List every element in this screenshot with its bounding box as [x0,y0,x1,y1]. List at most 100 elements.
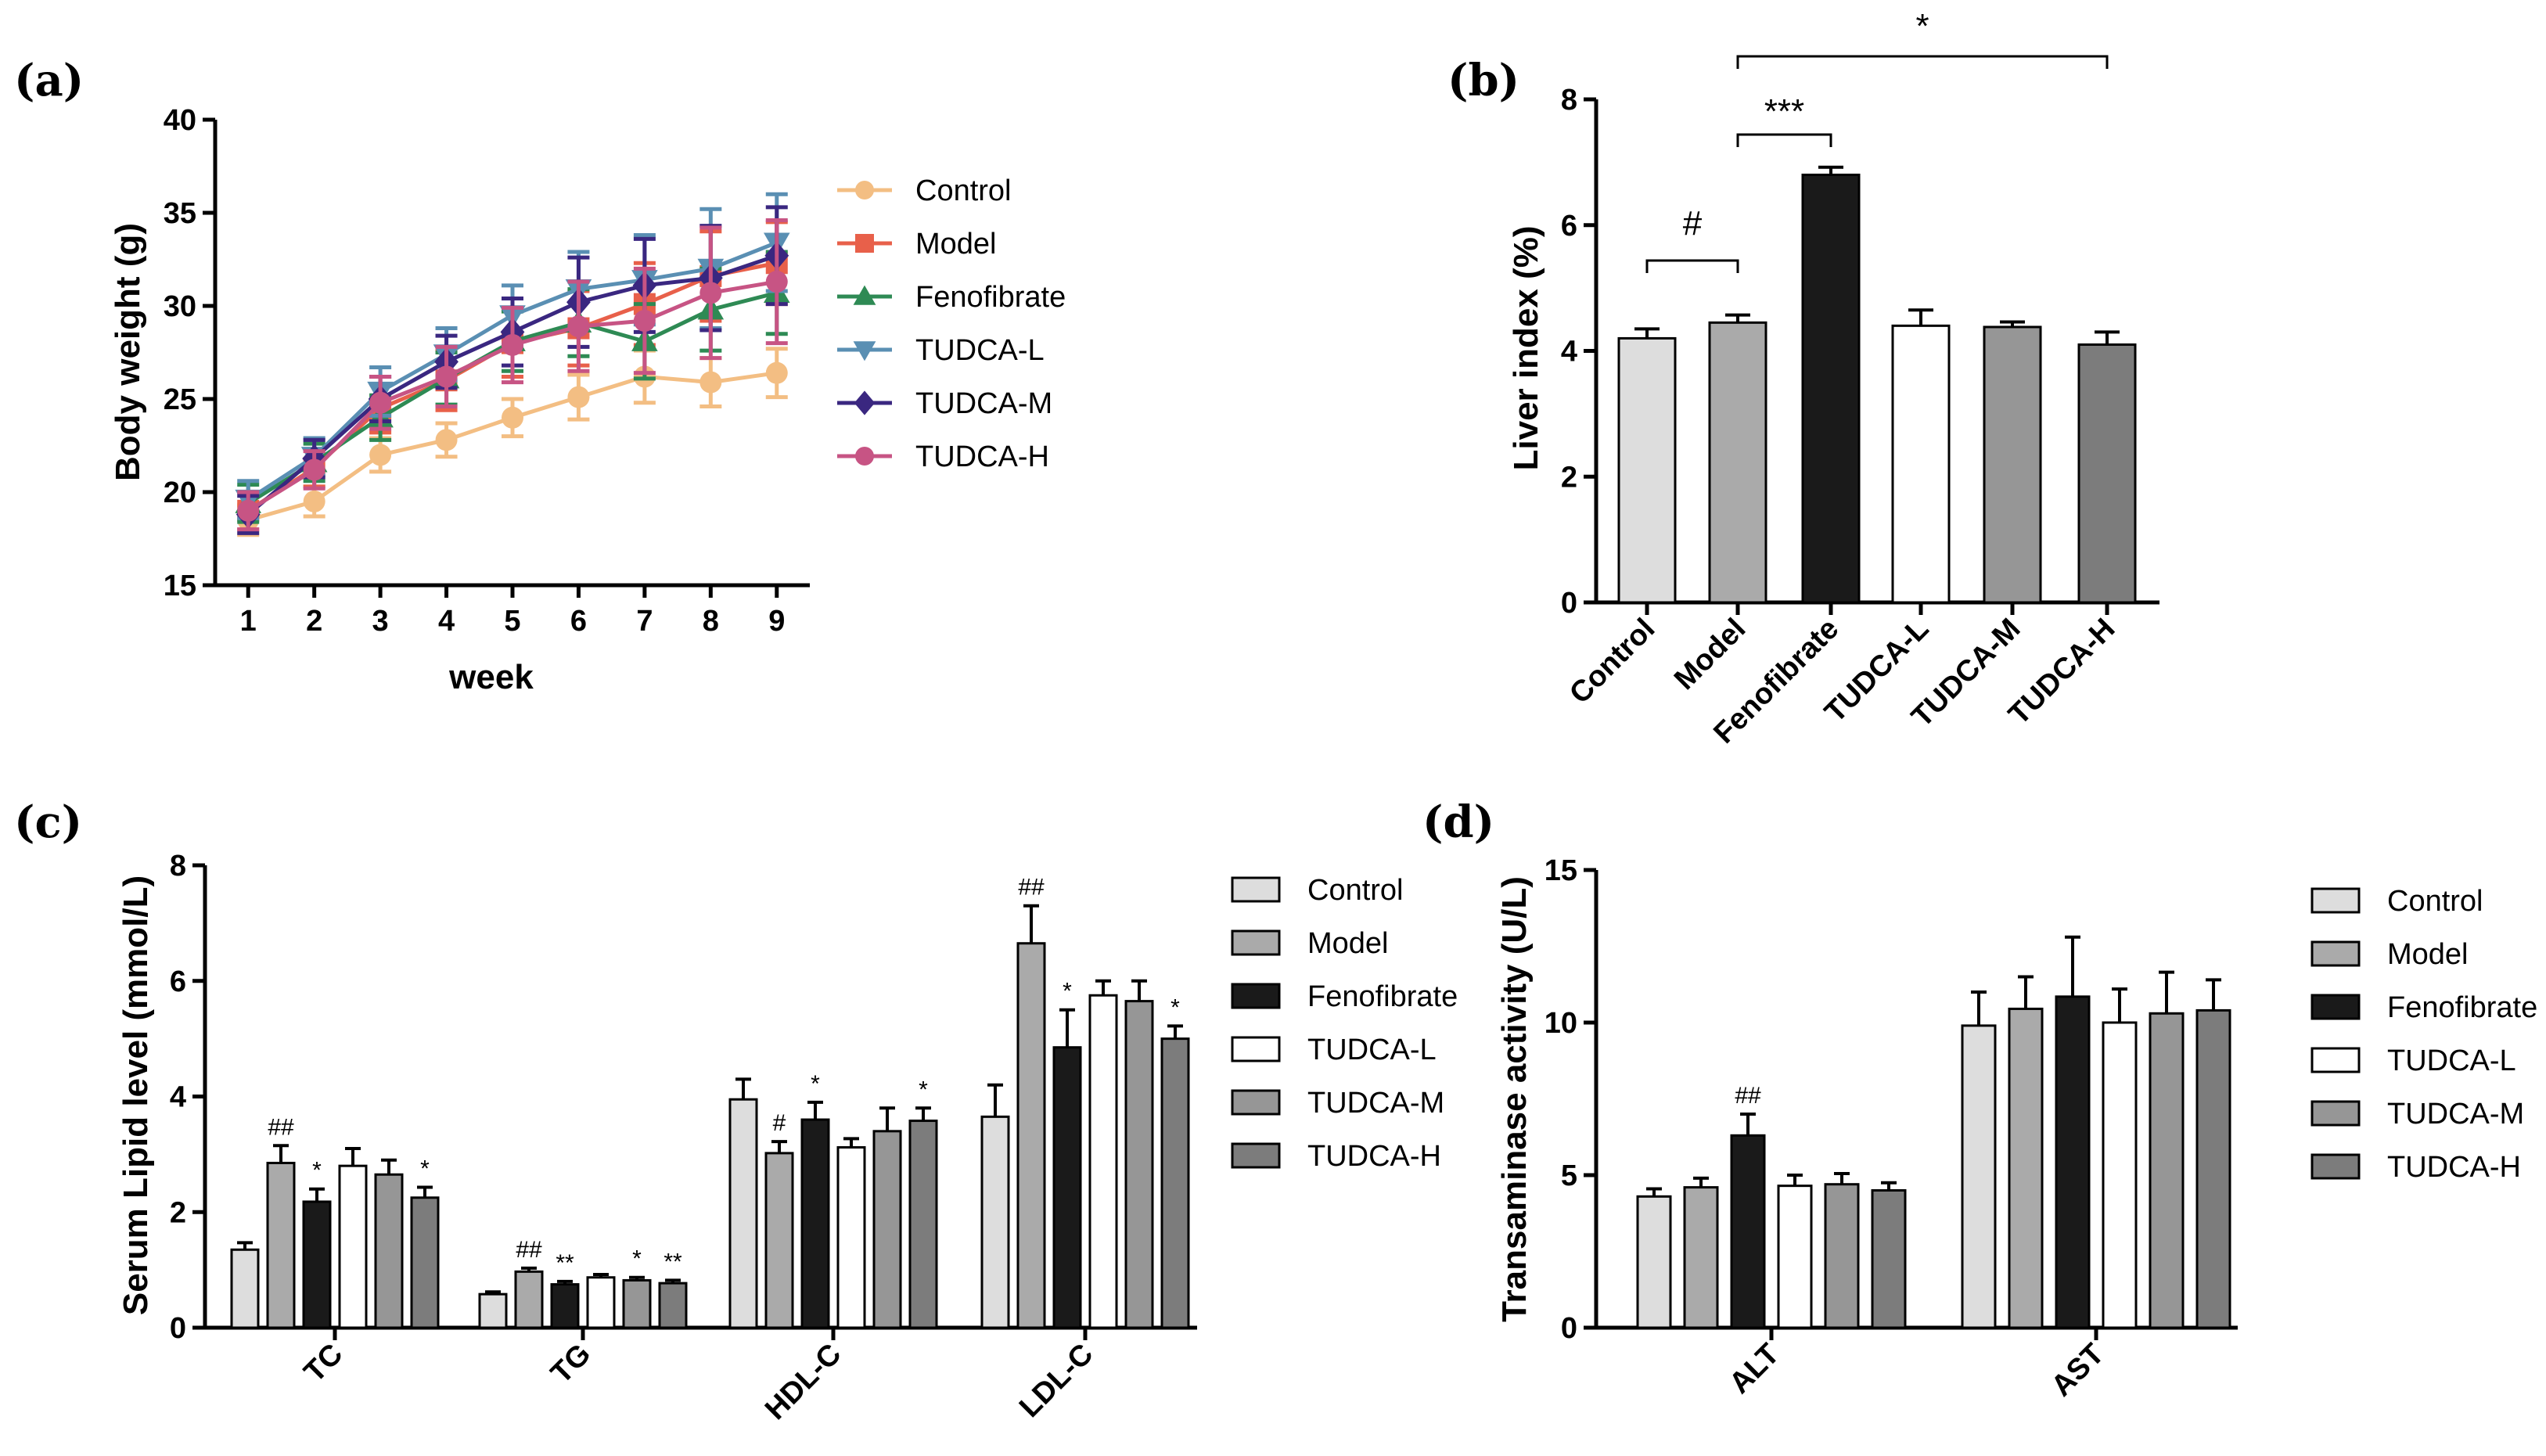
c-y-tick-label: 6 [170,965,186,998]
c-legend-label: Model [1307,927,1389,960]
c-legend-swatch [1231,876,1281,903]
c-legend-swatch [1231,1142,1281,1169]
a-y-tick-label: 15 [164,570,196,602]
a-y-tick-label: 25 [164,383,196,416]
c-bar-TG-Control [478,1292,508,1329]
a-x-tick-label: 7 [636,605,653,638]
c-bar-HDL-C-Model [764,1152,794,1329]
a-series-TUDCA-H [237,218,788,532]
c-x-tick-label: TC [298,1338,350,1389]
c-bar-LDL-C-TUDCA-H [1160,1037,1190,1329]
d-y-axis-title: Transaminase activity (U/L) [1495,876,1534,1322]
a-x-tick-label: 6 [570,605,587,638]
c-significance-mark: * [919,1077,928,1102]
c-bar-TC-TUDCA-M [374,1173,404,1329]
a-data-point [699,282,722,304]
b-y-tick-label: 2 [1561,461,1577,494]
c-bar-TC-Control [230,1248,260,1329]
d-significance-mark: ## [1735,1083,1761,1109]
d-bar-AST-TUDCA-M [2149,1012,2185,1329]
a-legend-marker [853,341,876,361]
a-data-point [303,490,325,512]
d-y-tick-label: 0 [1561,1312,1577,1345]
c-legend-label: Control [1307,874,1404,907]
c-y-tick-label: 4 [170,1081,186,1114]
c-significance-mark: * [1171,994,1180,1020]
c-bar-HDL-C-Control [728,1098,758,1329]
a-legend-marker [855,234,874,253]
c-bar-TG-TUDCA-L [586,1276,616,1329]
a-legend-marker [853,285,876,305]
d-legend-swatch [2310,1047,2361,1073]
b-y-tick-label: 8 [1561,84,1577,117]
c-legend-label: TUDCA-H [1307,1140,1441,1173]
c-bar-LDL-C-TUDCA-M [1124,1000,1154,1329]
d-bar-ALT-Fenofibrate [1730,1134,1766,1329]
b-bar-TUDCA-H [2077,343,2137,604]
c-legend-label: TUDCA-M [1307,1087,1444,1120]
b-significance-label: * [1915,7,1929,45]
a-data-point [502,333,523,356]
c-legend-swatch [1231,1036,1281,1062]
d-bar-ALT-Model [1683,1186,1719,1329]
d-x-tick-label: AST [2045,1338,2110,1403]
panel-a-body-weight: (a) 15 20 25 30 35 40 1 2 3 4 5 6 7 8 9 week Body weight … [14,55,1066,696]
c-significance-mark: * [811,1071,820,1097]
a-data-point [567,386,590,408]
c-bar-LDL-C-Model [1016,942,1046,1329]
d-bar-ALT-Control [1636,1195,1672,1329]
c-bar-TC-TUDCA-H [410,1196,440,1329]
d-legend-label: Fenofibrate [2387,991,2537,1024]
c-x-tick-label: LDL-C [1013,1338,1099,1424]
c-significance-mark: ** [556,1250,574,1276]
a-data-point [699,371,722,394]
c-bar-LDL-C-TUDCA-L [1088,994,1118,1329]
a-x-tick-label: 4 [438,605,455,638]
b-x-tick-label: Control [1563,613,1661,710]
c-significance-mark: ** [663,1249,682,1274]
c-x-tick-label: TG [545,1338,597,1390]
d-x-tick-label: ALT [1723,1338,1785,1400]
c-significance-mark: ## [268,1114,294,1140]
panel-label-b: (b) [1447,55,1519,106]
c-x-tick-label: HDL-C [759,1338,847,1426]
a-data-point [303,458,325,481]
c-legend-swatch [1231,1089,1281,1116]
b-bar-TUDCA-M [1983,325,2042,604]
d-legend-label: TUDCA-L [2387,1044,2516,1077]
c-legend-label: TUDCA-L [1307,1034,1437,1066]
a-x-tick-label: 5 [504,605,520,638]
d-legend-swatch [2310,1153,2361,1180]
d-legend-label: Model [2387,938,2469,971]
c-legend-swatch [1231,983,1281,1009]
a-data-point [567,315,590,338]
d-legend-label: Control [2387,885,2483,918]
d-bar-AST-TUDCA-H [2195,1008,2231,1329]
a-y-tick-label: 20 [164,476,196,509]
a-legend-marker [855,447,874,466]
a-y-tick-label: 35 [164,197,196,230]
a-data-point [435,365,458,388]
d-bar-AST-Control [1961,1024,1997,1329]
panel-label-c: (c) [14,796,82,848]
a-legend-label: Model [915,228,997,261]
d-bar-ALT-TUDCA-M [1824,1183,1860,1329]
d-legend-label: TUDCA-M [2387,1098,2524,1131]
a-legend-marker [855,181,874,200]
c-bar-TG-Model [514,1270,544,1329]
d-legend-swatch [2310,887,2361,914]
b-significance-bracket [1736,55,2109,69]
a-legend-label: TUDCA-H [915,440,1049,473]
b-bar-TUDCA-L [1891,324,1951,604]
c-significance-mark: * [312,1158,322,1184]
a-data-point [369,391,392,414]
d-y-tick-label: 15 [1545,854,1577,887]
c-significance-mark: * [420,1156,430,1181]
d-legend-swatch [2310,1100,2361,1127]
b-bar-Fenofibrate [1801,173,1861,604]
d-bar-ALT-TUDCA-L [1777,1185,1813,1329]
a-x-tick-label: 2 [306,605,322,638]
a-x-tick-label: 3 [372,605,389,638]
b-bar-Control [1617,336,1677,604]
